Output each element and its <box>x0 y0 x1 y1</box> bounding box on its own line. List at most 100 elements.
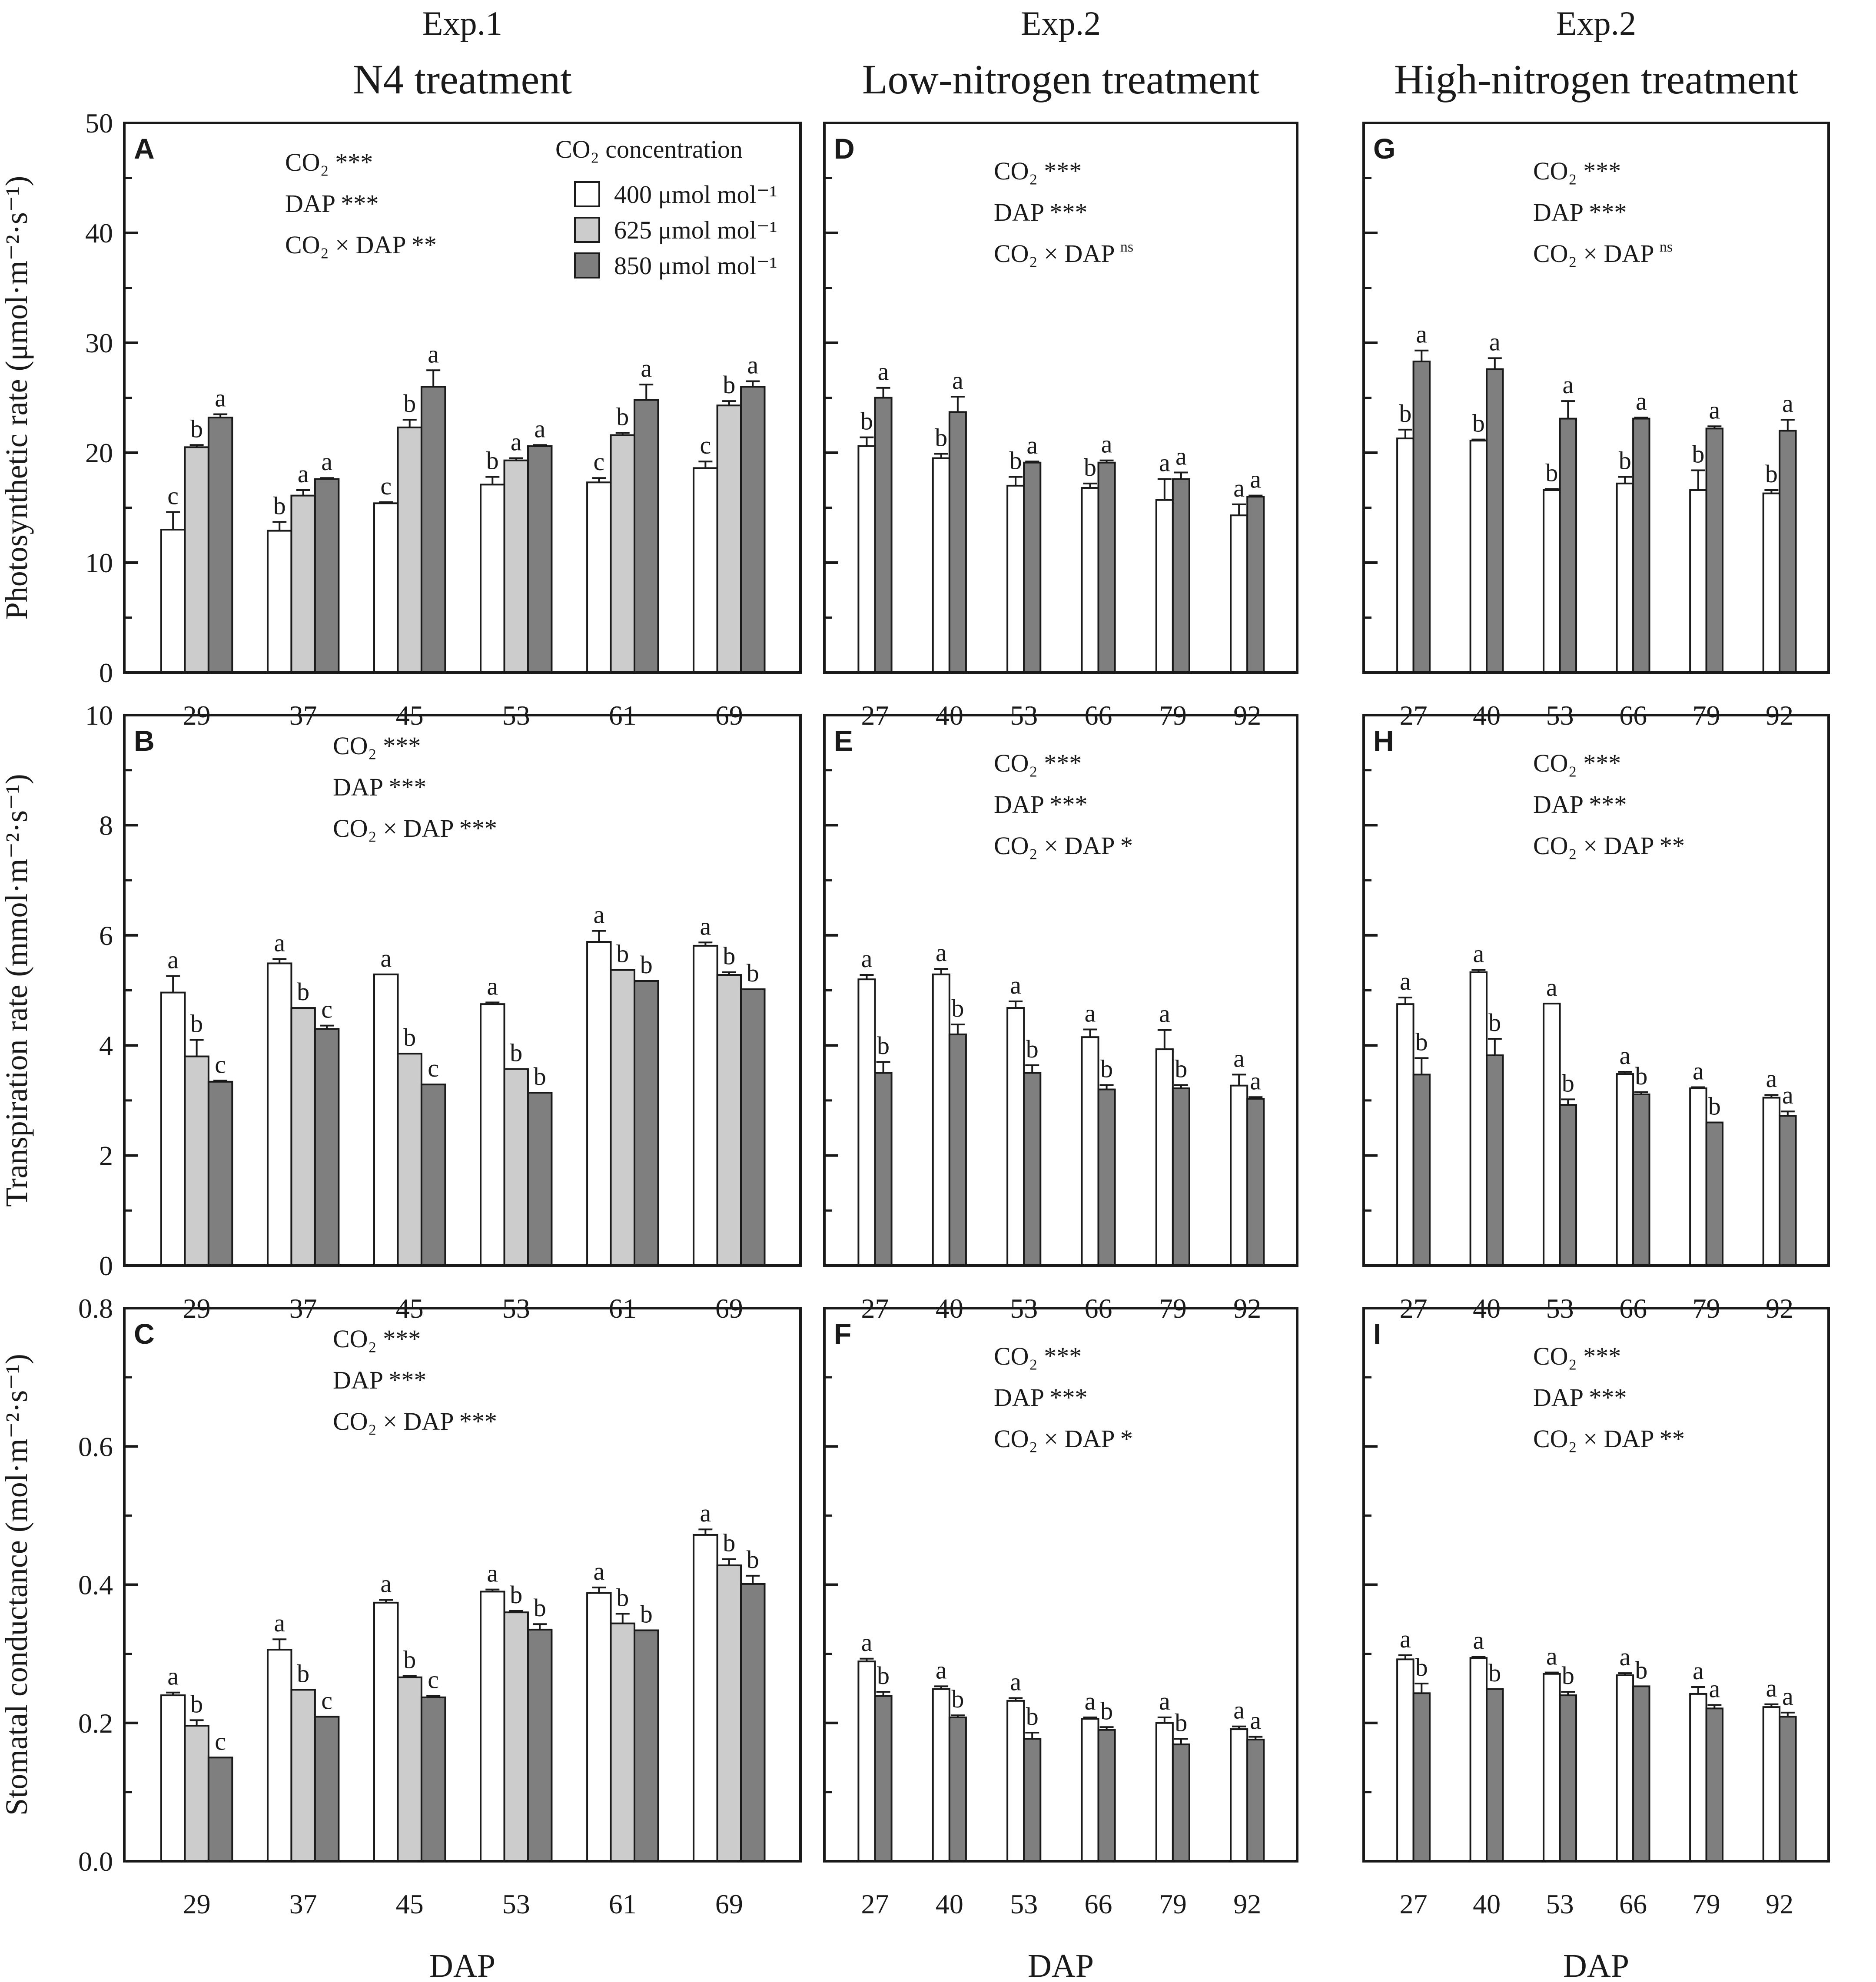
stats-line: DAP *** <box>333 773 426 801</box>
significance-letter: b <box>1488 1659 1501 1687</box>
significance-letter: a <box>1619 1041 1630 1070</box>
bar <box>1616 1674 1634 1863</box>
significance-letter: b <box>1619 447 1631 475</box>
y-tick-label: 0 <box>99 1250 113 1281</box>
stats-significance: *** <box>459 1407 497 1435</box>
x-tick-label: 53 <box>1546 1889 1574 1919</box>
stats-line: CO₂ *** <box>1533 1342 1621 1370</box>
plot-frame <box>1362 1307 1830 1863</box>
legend-label: 625 μmol mol⁻¹ <box>614 216 777 244</box>
bar <box>610 1622 636 1863</box>
bar <box>207 1080 233 1267</box>
significance-letter: b <box>1765 460 1778 488</box>
bar <box>1486 368 1504 673</box>
stats-line: CO₂ × DAP ** <box>1533 832 1685 860</box>
x-tick-label: 29 <box>183 1889 211 1919</box>
significance-letter: a <box>747 351 758 379</box>
bar <box>857 978 876 1266</box>
bar <box>634 980 659 1266</box>
significance-letter: b <box>190 1690 203 1718</box>
stats-significance: ns <box>1120 239 1133 255</box>
bar <box>1486 1688 1504 1863</box>
bar <box>160 1694 186 1863</box>
significance-letter: a <box>1693 1057 1704 1085</box>
significance-letter: a <box>1159 1000 1170 1028</box>
x-axis-label: DAP <box>1563 1948 1629 1982</box>
significance-letter: b <box>723 1529 735 1557</box>
x-axis-label: DAP <box>429 1948 495 1982</box>
significance-letter: a <box>1709 1674 1720 1703</box>
significance-letter: b <box>1708 1092 1721 1120</box>
stats-term: DAP <box>1533 790 1589 819</box>
y-tick-label: 30 <box>85 328 113 358</box>
stats-term: DAP <box>285 189 341 218</box>
significance-letter: a <box>487 1559 498 1588</box>
x-tick-label: 53 <box>502 1889 530 1919</box>
bar <box>1230 514 1248 673</box>
bar <box>184 1055 209 1267</box>
significance-letter: b <box>1488 1008 1501 1037</box>
significance-letter: b <box>747 1545 759 1574</box>
stats-significance: *** <box>1583 157 1621 185</box>
bar <box>857 445 876 673</box>
x-tick-label: 66 <box>1085 1889 1112 1919</box>
stats-term: CO₂ <box>333 1325 383 1353</box>
significance-letter: a <box>428 340 439 368</box>
significance-letter: b <box>1415 1027 1428 1056</box>
bar <box>948 1033 967 1267</box>
stats-line: CO₂ × DAP *** <box>333 814 497 842</box>
panel-letter: E <box>834 725 853 757</box>
bar <box>1155 1722 1174 1862</box>
significance-letter: b <box>1084 453 1096 481</box>
significance-letter: a <box>1416 320 1427 348</box>
stats-term: DAP <box>333 1366 388 1394</box>
stats-term: CO₂ × DAP <box>1533 832 1660 860</box>
x-tick-label: 92 <box>1233 1889 1261 1919</box>
significance-letter: a <box>167 1662 179 1690</box>
bar <box>1412 1074 1431 1267</box>
bar <box>1762 1097 1781 1266</box>
bar <box>1006 1700 1025 1863</box>
bar <box>1469 440 1488 673</box>
significance-letter: b <box>403 1023 416 1051</box>
significance-letter: a <box>1250 465 1261 494</box>
stats-significance: * <box>1120 1425 1133 1453</box>
bar <box>693 1534 718 1862</box>
bar <box>373 973 399 1267</box>
bar <box>527 1628 553 1862</box>
bar <box>1006 484 1025 674</box>
bar <box>948 411 967 673</box>
bar <box>1689 1693 1707 1862</box>
stats-significance: *** <box>1589 1383 1627 1412</box>
significance-letter: b <box>403 1646 416 1674</box>
significance-letter: b <box>534 1594 546 1622</box>
bar <box>1246 1738 1265 1862</box>
stats-line: DAP *** <box>994 198 1087 226</box>
y-tick-label: 0.8 <box>78 1293 113 1324</box>
column-treatment-title: High-nitrogen treatment <box>1394 56 1799 103</box>
bar <box>314 1716 340 1862</box>
bar <box>527 445 553 673</box>
bar <box>1559 418 1577 673</box>
significance-letter: b <box>1545 458 1558 487</box>
significance-letter: a <box>1782 1081 1793 1109</box>
significance-letter: b <box>616 1583 629 1611</box>
stats-term: DAP <box>333 773 388 801</box>
bar <box>1172 478 1190 673</box>
bar <box>1632 1093 1650 1266</box>
stats-line: CO₂ × DAP ** <box>285 231 437 259</box>
stats-significance: * <box>1120 832 1133 860</box>
significance-letter: b <box>723 371 735 399</box>
stats-line: DAP *** <box>994 1383 1087 1412</box>
significance-letter: b <box>273 491 286 520</box>
bar <box>397 426 422 673</box>
bar <box>1230 1728 1248 1863</box>
bar <box>857 1661 876 1862</box>
significance-letter: c <box>167 482 179 510</box>
stats-line: CO₂ *** <box>1533 157 1621 185</box>
significance-letter: a <box>1766 1064 1777 1093</box>
y-tick-label: 50 <box>85 108 113 139</box>
significance-letter: a <box>1085 999 1096 1027</box>
stats-term: DAP <box>1533 198 1589 226</box>
